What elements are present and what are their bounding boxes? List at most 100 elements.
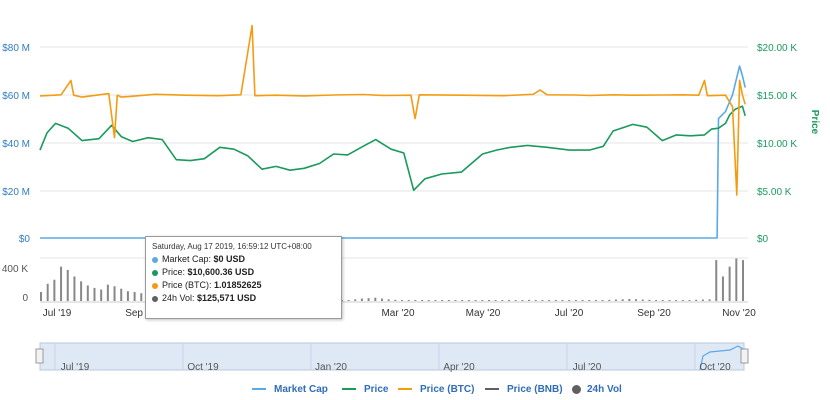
legend-item-market-cap[interactable]: Market Cap <box>252 384 328 395</box>
tooltip-value: $125,571 USD <box>197 293 257 303</box>
volume-bar <box>53 279 56 301</box>
navigator-handle-left[interactable] <box>35 348 44 364</box>
volume-bar <box>728 266 731 301</box>
tooltip-dot-icon <box>152 269 158 276</box>
volume-bar <box>742 260 744 301</box>
tooltip-value: $10,600.36 USD <box>187 267 255 277</box>
tooltip-row: Price: $10,600.36 USD <box>152 266 335 279</box>
volume-axis: 400 K 0 <box>2 264 29 304</box>
volume-bar <box>120 288 123 301</box>
tooltip-row: 24h Vol: $125,571 USD <box>152 292 335 305</box>
legend-dot-icon <box>572 384 581 394</box>
legend-line-icon <box>252 388 266 391</box>
navigator-series-line <box>699 345 744 371</box>
x-tick-label: Jul '20 <box>555 308 584 319</box>
tooltip-label: Price (BTC): <box>162 280 215 290</box>
volume-bar <box>454 300 457 301</box>
legend-item-24h-vol[interactable]: 24h Vol <box>572 384 622 395</box>
volume-bar <box>701 299 704 301</box>
navigator-handle-right[interactable] <box>740 348 749 364</box>
volume-bar <box>80 281 83 301</box>
navigator-range[interactable] <box>39 342 745 371</box>
volume-bar <box>601 300 604 301</box>
volume-bar <box>561 300 564 301</box>
volume-bar <box>407 300 410 301</box>
y-right-tick-label: $15.00 K <box>757 91 797 102</box>
volume-bar <box>668 300 671 301</box>
volume-bar <box>715 260 718 301</box>
x-tick-label: Jul '19 <box>43 308 72 319</box>
legend-label: Market Cap <box>274 384 328 395</box>
navigator-tick-label: Jan '20 <box>315 362 347 373</box>
y-axis-right-title: Price <box>809 110 820 135</box>
volume-bar <box>113 286 116 301</box>
volume-bar <box>494 300 497 301</box>
series-line-price-btc- <box>39 24 746 196</box>
tooltip-label: Market Cap: <box>162 254 214 264</box>
volume-bar <box>501 300 504 301</box>
legend-item-price-btc-[interactable]: Price (BTC) <box>398 384 474 395</box>
volume-bar <box>554 300 557 301</box>
volume-bar <box>675 300 678 301</box>
legend-line-icon <box>398 388 412 391</box>
x-tick-label: May '20 <box>466 308 501 319</box>
volume-bar <box>347 300 350 301</box>
volume-bar <box>367 298 370 301</box>
volume-tick-label: 400 K <box>2 264 28 275</box>
tooltip-date: Saturday, Aug 17 2019, 16:59:12 UTC+08:0… <box>152 242 312 251</box>
navigator-tick-label: Jul '19 <box>61 362 90 373</box>
x-tick-label: Nov '20 <box>722 308 756 319</box>
legend-item-price-bnb-[interactable]: Price (BNB) <box>485 384 563 395</box>
volume-bar <box>614 299 617 301</box>
volume-bar <box>528 299 531 301</box>
navigator-tick-label: Jul '20 <box>573 362 602 373</box>
volume-bar <box>421 300 424 301</box>
volume-bar <box>635 299 638 301</box>
volume-bar <box>40 292 42 301</box>
tooltip-row: Market Cap: $0 USD <box>152 253 335 266</box>
navigator-tick-label: Apr '20 <box>443 362 475 373</box>
volume-bar <box>434 300 437 301</box>
volume-bar <box>641 299 644 301</box>
tooltip-label: Price: <box>162 267 188 277</box>
y-left-tick-label: $20 M <box>2 187 30 198</box>
y-right-tick-label: $5.00 K <box>757 187 792 198</box>
series-line-market-cap <box>40 65 746 239</box>
volume-bar <box>481 300 484 301</box>
x-tick-label: Mar '20 <box>381 308 414 319</box>
volume-bar <box>100 289 103 301</box>
x-tick-label: Sep '20 <box>637 308 671 319</box>
volume-bar <box>514 300 517 301</box>
volume-bar <box>60 266 63 301</box>
volume-bar <box>461 300 464 301</box>
volume-bar <box>401 300 404 301</box>
volume-bar <box>441 300 444 301</box>
volume-bar <box>93 287 96 301</box>
volume-bar <box>648 299 651 301</box>
chart-tooltip: Saturday, Aug 17 2019, 16:59:12 UTC+08:0… <box>145 236 342 319</box>
tooltip-dot-icon <box>152 295 158 302</box>
tooltip-dot-icon <box>152 256 158 263</box>
series-lines <box>39 24 746 239</box>
volume-bar <box>735 258 738 301</box>
legend-label: Price (BNB) <box>507 384 563 395</box>
volume-bar <box>447 300 450 301</box>
legend-label: 24h Vol <box>587 384 622 395</box>
legend-line-icon <box>485 388 499 391</box>
volume-bar <box>360 298 363 301</box>
x-tick-label: Sep '19 <box>125 308 159 319</box>
volume-bar <box>661 300 664 301</box>
volume-bar <box>487 300 490 301</box>
y-left-tick-label: $0 <box>19 234 31 245</box>
volume-bar <box>394 299 397 301</box>
legend-item-price[interactable]: Price <box>342 384 388 395</box>
tooltip-label: 24h Vol: <box>162 293 198 303</box>
range-navigator[interactable]: Jul '19 Oct '19 Jan '20 Apr '20 Jul '20 Oct '… <box>35 342 749 373</box>
y-left-tick-label: $60 M <box>2 91 30 102</box>
volume-bar <box>608 299 611 301</box>
chart-legend: Market Cap Price Price (BTC) Price (BNB) 24h… <box>0 382 830 400</box>
volume-bar <box>467 300 470 301</box>
volume-bar <box>387 299 390 301</box>
volume-bar <box>66 269 69 301</box>
navigator-tick-label: Oct '19 <box>187 362 219 373</box>
